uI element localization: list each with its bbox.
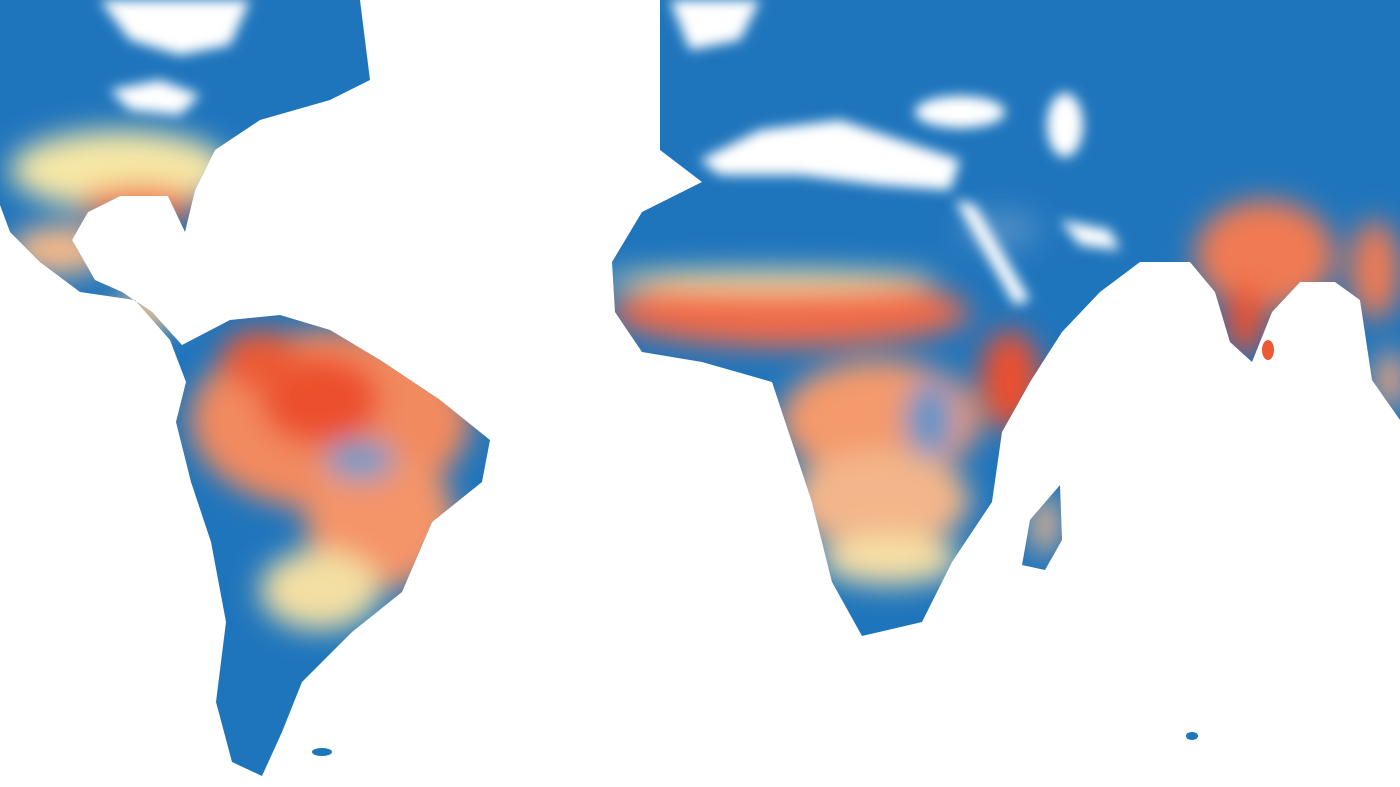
heat-overlay [10, 130, 1400, 630]
island [312, 748, 332, 756]
red-sea [955, 200, 1030, 305]
north-sea [670, 0, 760, 50]
island [1186, 732, 1198, 740]
island [1262, 340, 1274, 360]
hudson-bay [100, 0, 250, 55]
caspian-sea [1047, 93, 1083, 157]
black-sea [915, 96, 1005, 128]
islands [312, 340, 1274, 756]
mediterranean [700, 120, 960, 190]
persian-gulf [1060, 220, 1120, 250]
water-bodies [100, 0, 1120, 305]
great-lakes [110, 80, 200, 115]
